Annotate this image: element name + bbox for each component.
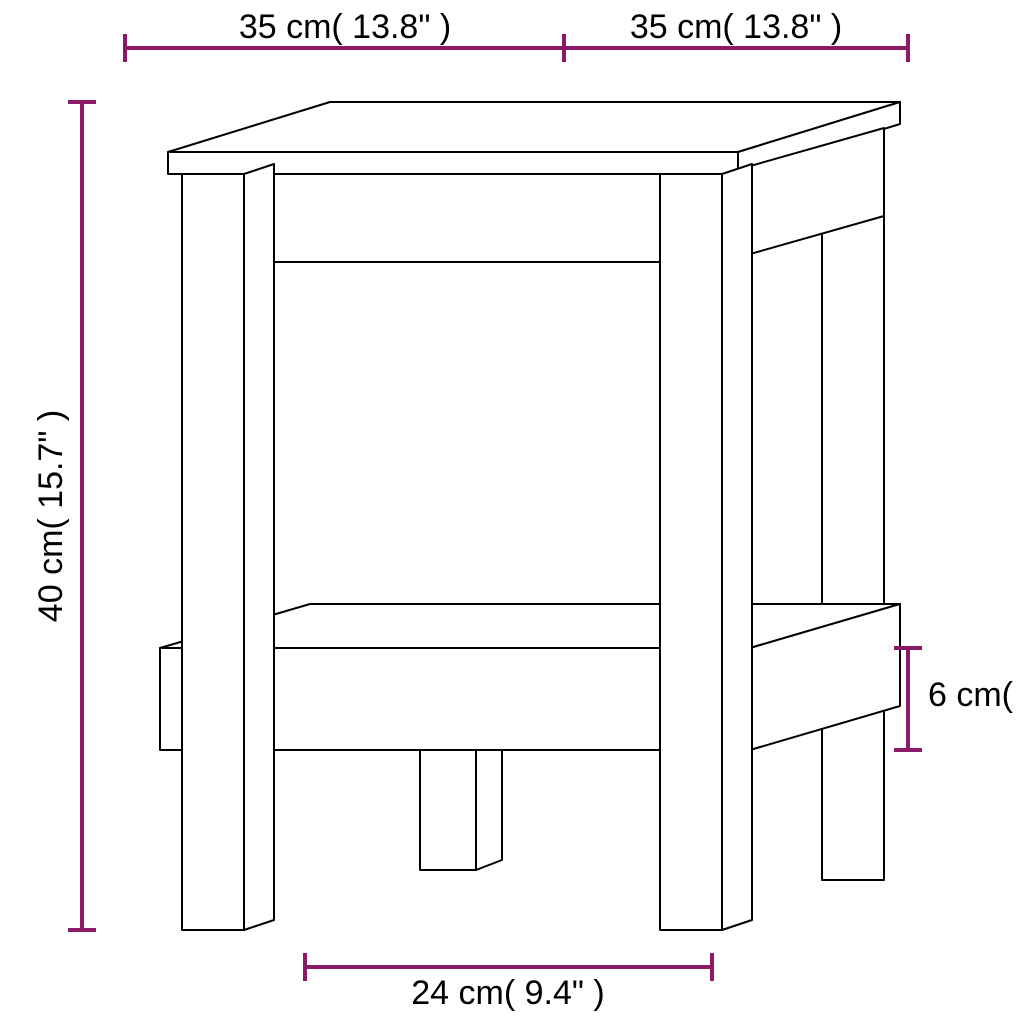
dim-label-width: 35 cm( 13.8" ): [239, 8, 451, 46]
dim-label-leg-gap: 24 cm( 9.4" ): [411, 974, 604, 1012]
dim-label-shelf-h: 6 cm( 2.4" ): [928, 676, 1024, 714]
table-drawing: [160, 102, 900, 930]
dimension-diagram: 35 cm( 13.8" ) 35 cm( 13.8" ) 40 cm( 15.…: [0, 0, 1024, 1024]
dim-label-height: 40 cm( 15.7" ): [32, 410, 70, 622]
dim-label-depth: 35 cm( 13.8" ): [630, 8, 842, 46]
